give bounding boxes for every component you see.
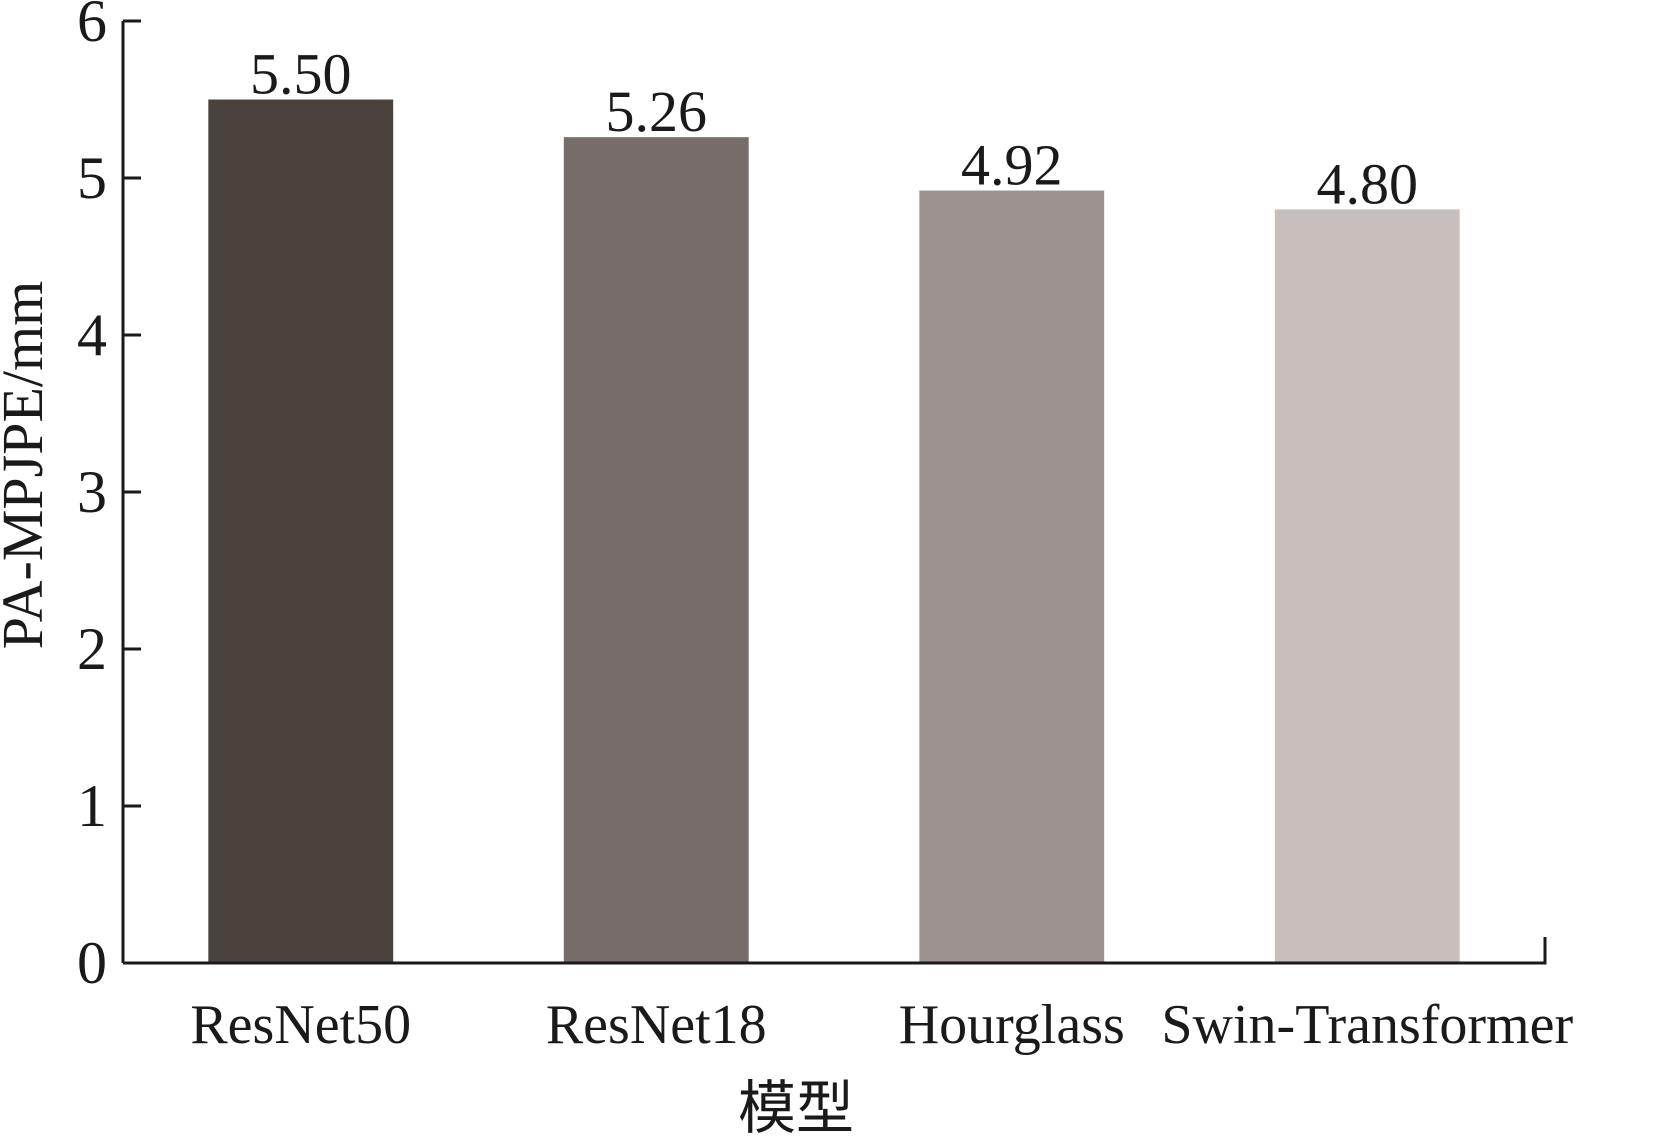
y-tick-label: 6 (77, 0, 107, 54)
x-axis-title: 模型 (738, 1076, 854, 1141)
y-ticks-layer: 0 1 2 3 4 5 6 (77, 0, 141, 996)
bar-resnet18 (563, 137, 749, 963)
y-tick-label: 0 (77, 930, 107, 996)
labels-layer: 5.50 ResNet50 5.26 ResNet18 4.92 Hourglass 4.8… (190, 42, 1573, 1057)
x-axis-line (123, 937, 1547, 965)
y-tick-label: 3 (77, 459, 107, 525)
x-tick-label: ResNet50 (190, 994, 411, 1056)
data-label: 4.92 (961, 133, 1063, 198)
y-tick-label: 1 (77, 773, 107, 839)
x-tick-label: Hourglass (899, 994, 1125, 1056)
y-axis-title: PA-MPJPE/mm (0, 281, 55, 650)
x-tick-label: ResNet18 (546, 994, 767, 1056)
bars-layer (208, 99, 1460, 963)
y-tick-label: 2 (77, 616, 107, 682)
y-tick-label: 5 (77, 145, 107, 211)
data-label: 5.26 (606, 79, 708, 144)
data-label: 5.50 (250, 42, 352, 107)
x-tick-label: Swin-Transformer (1161, 994, 1573, 1056)
bar-swin-transformer (1274, 209, 1460, 963)
bar-resnet50 (208, 99, 394, 963)
data-label: 4.80 (1317, 151, 1419, 216)
bar-hourglass (919, 190, 1105, 963)
y-tick-label: 4 (77, 302, 107, 368)
